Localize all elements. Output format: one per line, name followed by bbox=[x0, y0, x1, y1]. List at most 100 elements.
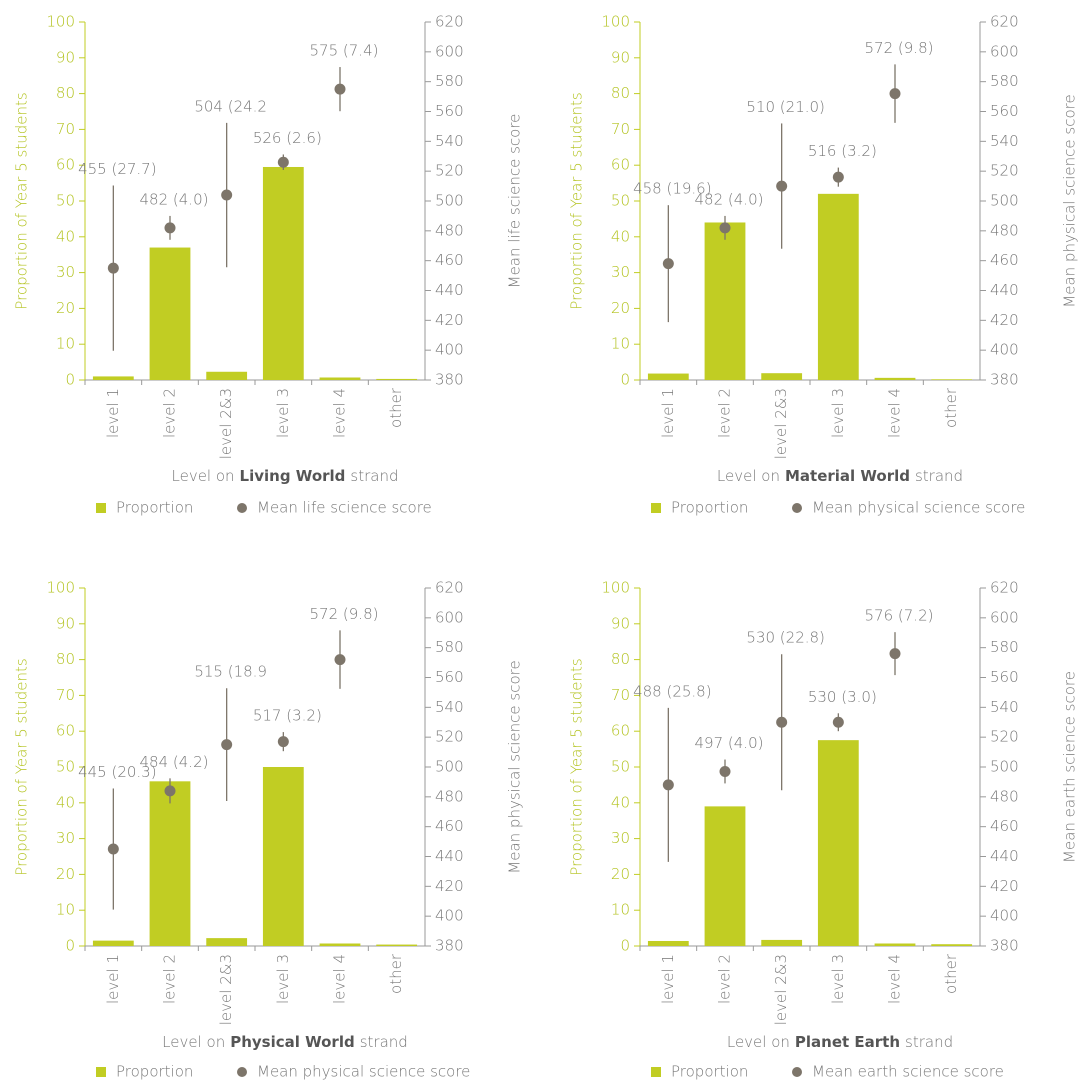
chart: 0 10 20 30 40 50 60 70 80 90 100 380 400 420 440 460 480… bbox=[13, 13, 524, 517]
x-axis-label-part: Level on bbox=[162, 1033, 225, 1051]
y-tick-label: 60 bbox=[611, 156, 630, 174]
y-tick-label: 0 bbox=[620, 371, 630, 389]
bar bbox=[149, 247, 191, 380]
y-tick-label: 80 bbox=[611, 84, 630, 102]
y-tick-label: 30 bbox=[56, 829, 75, 847]
y-tick-label: 20 bbox=[56, 865, 75, 883]
y2-tick-label: 600 bbox=[435, 42, 464, 60]
x-axis-label-part: Material World bbox=[785, 467, 910, 485]
bar bbox=[92, 376, 134, 380]
y-tick-label: 70 bbox=[611, 120, 630, 138]
y2-tick-label: 420 bbox=[990, 311, 1019, 329]
y-tick-label: 90 bbox=[56, 614, 75, 632]
y2-tick-label: 620 bbox=[990, 579, 1019, 597]
y2-tick-label: 460 bbox=[990, 817, 1019, 835]
x-axis-label-part: Level on bbox=[727, 1033, 790, 1051]
y2-tick-label: 520 bbox=[990, 162, 1019, 180]
y-tick-label: 90 bbox=[611, 48, 630, 66]
y-tick-label: 10 bbox=[56, 901, 75, 919]
bar bbox=[92, 940, 134, 946]
y2-tick-label: 440 bbox=[990, 847, 1019, 865]
y-tick-label: 50 bbox=[56, 758, 75, 776]
data-label: 515 (18.9 bbox=[194, 663, 267, 681]
y2-tick-label: 540 bbox=[435, 132, 464, 150]
data-label: 530 (22.8) bbox=[746, 629, 825, 647]
data-label: 517 (3.2) bbox=[253, 707, 322, 725]
data-label: 510 (21.0) bbox=[746, 98, 825, 116]
x-tick-label: level 4 bbox=[331, 954, 349, 1004]
bar bbox=[874, 377, 916, 380]
bar bbox=[376, 944, 418, 946]
x-tick-label: level 3 bbox=[829, 954, 847, 1004]
data-label: 504 (24.2 bbox=[194, 97, 267, 115]
y2-tick-label: 380 bbox=[435, 371, 464, 389]
x-tick-label: level 2&3 bbox=[772, 954, 790, 1025]
bar bbox=[647, 940, 689, 946]
y-tick-label: 90 bbox=[56, 48, 75, 66]
x-axis-label-part: strand bbox=[915, 467, 963, 485]
legend-label: Mean life science score bbox=[257, 499, 432, 517]
x-tick-label: other bbox=[387, 387, 405, 428]
mean-point bbox=[334, 83, 346, 95]
data-label: 488 (25.8) bbox=[633, 682, 712, 700]
y2-tick-label: 500 bbox=[435, 758, 464, 776]
data-label: 516 (3.2) bbox=[808, 142, 877, 160]
chart: 0 10 20 30 40 50 60 70 80 90 100 380 400 420 440 460 480… bbox=[568, 13, 1079, 517]
legend-swatch bbox=[237, 1067, 247, 1077]
data-label: 484 (4.2) bbox=[140, 753, 209, 771]
legend-swatch bbox=[96, 1067, 106, 1077]
y2-tick-label: 400 bbox=[990, 341, 1019, 359]
y2-axis-label: Mean physical science score bbox=[1061, 94, 1079, 307]
y2-tick-label: 500 bbox=[435, 192, 464, 210]
y-tick-label: 80 bbox=[611, 650, 630, 668]
bar bbox=[262, 767, 304, 946]
x-axis-label: Level on Planet Earth strand bbox=[727, 1033, 953, 1051]
y2-tick-label: 460 bbox=[990, 251, 1019, 269]
chart: 0 10 20 30 40 50 60 70 80 90 100 380 400 420 440 460 480… bbox=[13, 579, 524, 1080]
legend-swatch bbox=[651, 503, 661, 513]
data-label: 482 (4.0) bbox=[695, 190, 764, 208]
y2-axis-label: Mean physical science score bbox=[506, 660, 524, 873]
y-tick-label: 30 bbox=[611, 263, 630, 281]
y2-tick-label: 500 bbox=[990, 192, 1019, 210]
mean-point bbox=[277, 156, 289, 168]
data-label: 530 (3.0) bbox=[808, 688, 877, 706]
y2-tick-label: 420 bbox=[990, 877, 1019, 895]
legend-label: Proportion bbox=[671, 1063, 748, 1080]
bar bbox=[761, 939, 803, 946]
x-tick-label: level 2 bbox=[161, 954, 179, 1004]
data-label: 458 (19.6) bbox=[633, 180, 712, 198]
y2-tick-label: 480 bbox=[990, 221, 1019, 239]
x-tick-label: other bbox=[942, 387, 960, 428]
bar bbox=[817, 740, 859, 946]
x-axis-label-part: strand bbox=[360, 1033, 408, 1051]
y-tick-label: 100 bbox=[46, 13, 75, 31]
bar bbox=[704, 806, 746, 946]
y-axis-label: Proportion of Year 5 students bbox=[13, 658, 31, 875]
y2-tick-label: 580 bbox=[990, 638, 1019, 656]
y-tick-label: 20 bbox=[611, 299, 630, 317]
y-tick-label: 40 bbox=[56, 227, 75, 245]
data-label: 576 (7.2) bbox=[865, 607, 934, 625]
legend-swatch bbox=[792, 503, 802, 513]
x-tick-label: level 2&3 bbox=[217, 954, 235, 1025]
y2-tick-label: 580 bbox=[435, 72, 464, 90]
bar bbox=[376, 378, 418, 380]
data-label: 572 (9.8) bbox=[865, 39, 934, 57]
x-tick-label: other bbox=[942, 953, 960, 994]
mean-point bbox=[889, 648, 901, 660]
y-axis-label: Proportion of Year 5 students bbox=[13, 92, 31, 309]
y-tick-label: 100 bbox=[601, 579, 630, 597]
x-axis-label: Level on Living World strand bbox=[172, 467, 399, 485]
y2-tick-label: 580 bbox=[990, 72, 1019, 90]
y2-tick-label: 560 bbox=[990, 102, 1019, 120]
y-tick-label: 60 bbox=[56, 156, 75, 174]
y-tick-label: 80 bbox=[56, 650, 75, 668]
x-axis-label-part: Level on bbox=[717, 467, 780, 485]
x-tick-label: level 2&3 bbox=[772, 388, 790, 459]
y-tick-label: 10 bbox=[611, 901, 630, 919]
y2-tick-label: 520 bbox=[435, 728, 464, 746]
y2-tick-label: 420 bbox=[435, 877, 464, 895]
y-tick-label: 70 bbox=[611, 686, 630, 704]
y-tick-label: 90 bbox=[611, 614, 630, 632]
